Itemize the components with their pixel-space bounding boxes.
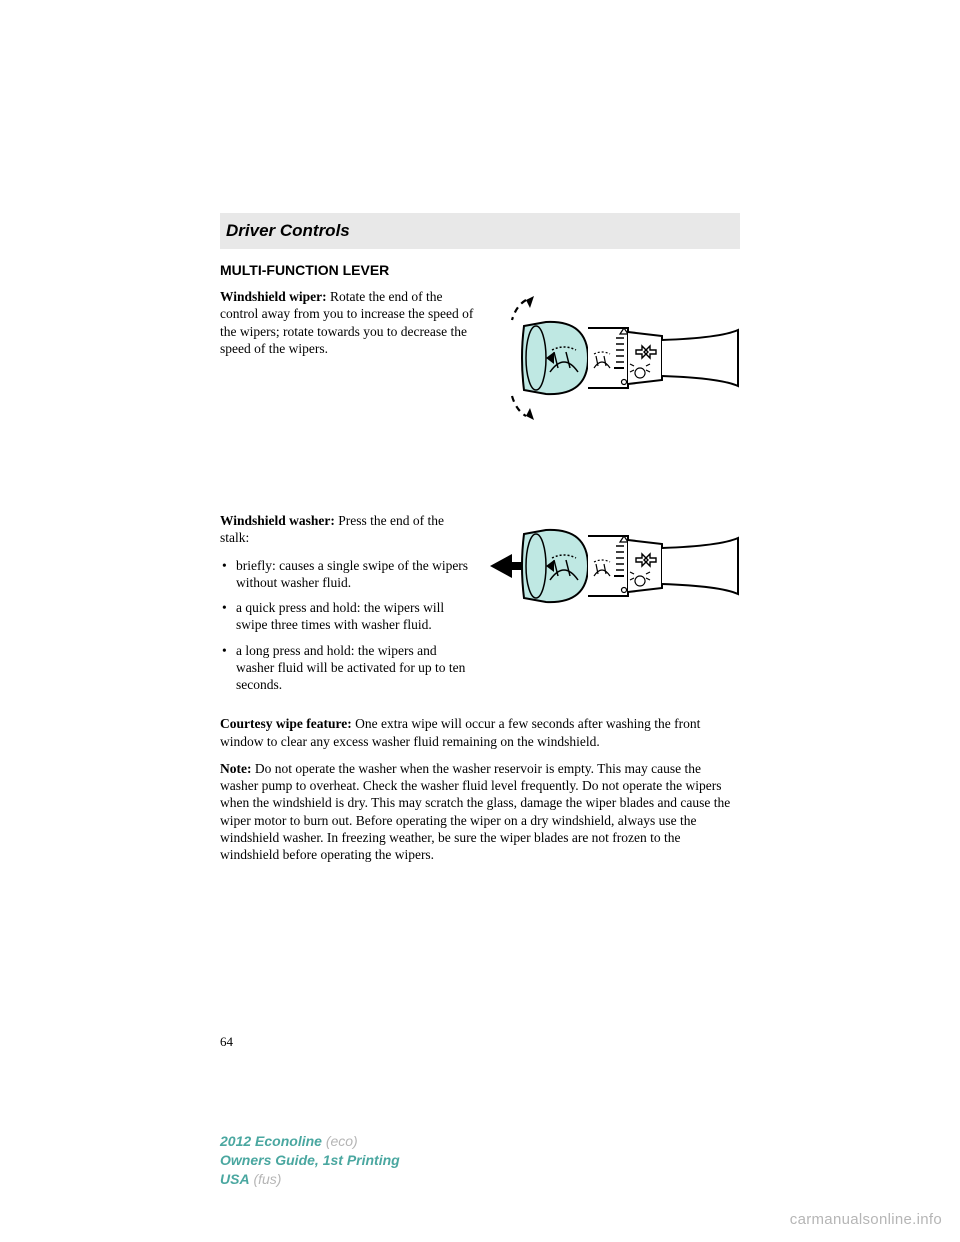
watermark: carmanualsonline.info <box>790 1211 942 1228</box>
header-title: Driver Controls <box>226 221 350 241</box>
footer-model: 2012 Econoline <box>220 1133 322 1149</box>
wiper-label: Windshield wiper: <box>220 289 327 304</box>
footer-line-1: 2012 Econoline (eco) <box>220 1132 400 1151</box>
washer-label: Windshield washer: <box>220 513 335 528</box>
section-title: MULTI-FUNCTION LEVER <box>220 262 740 278</box>
lever-press-icon <box>490 512 740 632</box>
content-area: MULTI-FUNCTION LEVER Windshield wiper: R… <box>220 262 740 874</box>
note-label: Note: <box>220 761 251 776</box>
header-bar: Driver Controls <box>220 213 740 249</box>
footer: 2012 Econoline (eco) Owners Guide, 1st P… <box>220 1132 400 1189</box>
washer-bullets: briefly: causes a single swipe of the wi… <box>220 557 474 694</box>
footer-line-2: Owners Guide, 1st Printing <box>220 1151 400 1170</box>
footer-model-code: (eco) <box>322 1133 358 1149</box>
washer-para: Windshield washer: Press the end of the … <box>220 512 474 547</box>
wiper-diagram <box>490 288 740 438</box>
list-item: briefly: causes a single swipe of the wi… <box>220 557 474 592</box>
spacer <box>220 452 740 512</box>
courtesy-block: Courtesy wipe feature: One extra wipe wi… <box>220 715 740 863</box>
page: Driver Controls MULTI-FUNCTION LEVER Win… <box>0 0 960 1242</box>
wiper-para: Windshield wiper: Rotate the end of the … <box>220 288 474 357</box>
page-number: 64 <box>220 1034 233 1050</box>
list-item: a long press and hold: the wipers and wa… <box>220 642 474 694</box>
footer-region-code: (fus) <box>250 1171 282 1187</box>
note-body: Do not operate the washer when the washe… <box>220 761 730 862</box>
note-para: Note: Do not operate the washer when the… <box>220 760 740 864</box>
list-item: a quick press and hold: the wipers will … <box>220 599 474 634</box>
wiper-text: Windshield wiper: Rotate the end of the … <box>220 288 474 438</box>
lever-rotate-icon <box>490 288 740 438</box>
wiper-row: Windshield wiper: Rotate the end of the … <box>220 288 740 438</box>
courtesy-label: Courtesy wipe feature: <box>220 716 352 731</box>
washer-diagram <box>490 512 740 701</box>
washer-text: Windshield washer: Press the end of the … <box>220 512 474 701</box>
courtesy-para: Courtesy wipe feature: One extra wipe wi… <box>220 715 740 750</box>
washer-row: Windshield washer: Press the end of the … <box>220 512 740 701</box>
footer-line-3: USA (fus) <box>220 1170 400 1189</box>
footer-region: USA <box>220 1171 250 1187</box>
